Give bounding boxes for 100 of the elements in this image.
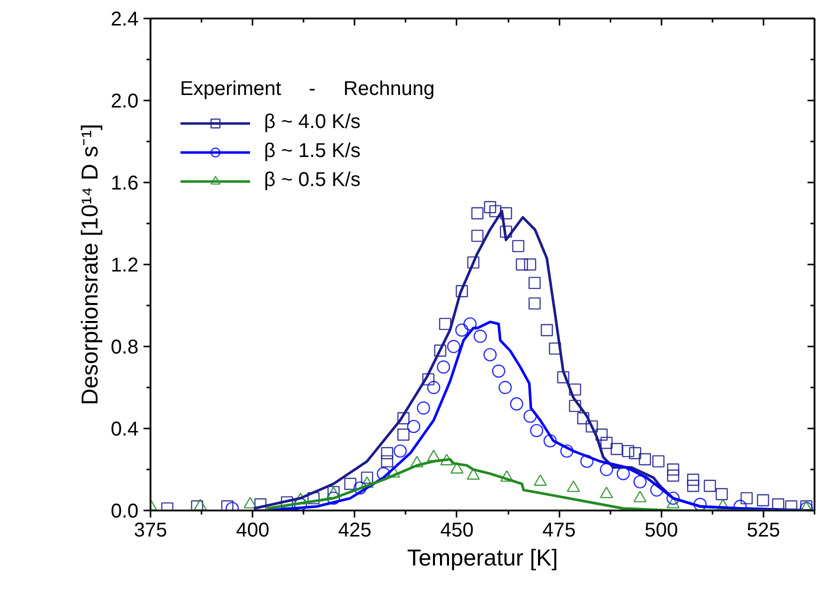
point (540, 324, 553, 336)
point (560, 444, 574, 458)
point (557, 371, 570, 384)
point (568, 383, 582, 396)
point (498, 380, 512, 394)
point (474, 330, 487, 343)
point (704, 480, 716, 492)
point (416, 401, 430, 415)
x-axis-title: Temperatur [K] (407, 544, 558, 570)
point (471, 230, 484, 242)
point (716, 498, 730, 510)
point (434, 344, 446, 357)
y-tick-label: 1.6 (110, 172, 139, 194)
y-tick-label: 0.4 (110, 418, 139, 440)
point (483, 348, 497, 362)
point (500, 207, 512, 220)
y-axis-title: Desorptionsrate [10¹⁴ D s⁻¹] (76, 124, 103, 406)
point (633, 475, 647, 488)
point (427, 450, 440, 462)
point (489, 205, 502, 218)
point (534, 474, 547, 486)
point (194, 498, 207, 510)
y-tick-label: 0.8 (110, 336, 139, 358)
legend-label: β ~ 0.5 K/s (264, 169, 361, 192)
point (380, 447, 394, 460)
point (633, 490, 647, 502)
y-tick-label: 2.0 (110, 90, 139, 112)
point (280, 496, 294, 508)
point (436, 360, 450, 374)
point (687, 480, 700, 492)
point (254, 498, 267, 510)
x-tick-label: 425 (338, 520, 372, 542)
point (447, 340, 460, 354)
point (693, 498, 707, 510)
point (422, 373, 434, 386)
legend-label: β ~ 4.0 K/s (264, 111, 361, 134)
point (360, 476, 374, 488)
point (740, 492, 753, 504)
point (667, 463, 680, 476)
point (568, 400, 582, 412)
point (510, 397, 524, 410)
point (667, 470, 680, 482)
point (577, 412, 590, 424)
point (354, 481, 367, 495)
point (616, 467, 630, 480)
point (221, 500, 234, 510)
point (687, 474, 700, 486)
point (638, 453, 652, 466)
point (586, 420, 598, 433)
point (456, 285, 468, 298)
point (471, 207, 484, 220)
y-tick-label: 0.0 (110, 500, 139, 522)
point (190, 500, 204, 510)
point (463, 317, 477, 331)
legend-title: Experiment - Rechnung (180, 78, 435, 101)
legend-label: β ~ 1.5 K/s (264, 140, 361, 163)
point (427, 380, 440, 394)
point (566, 480, 580, 492)
point (244, 496, 257, 508)
point (716, 488, 728, 500)
point (528, 276, 541, 290)
point (580, 454, 594, 468)
point (326, 492, 340, 505)
point (397, 428, 410, 441)
point (666, 492, 680, 505)
point (440, 454, 454, 466)
y-tick-label: 1.2 (110, 254, 139, 276)
point (380, 455, 394, 468)
point (500, 226, 512, 238)
point (600, 436, 613, 449)
point (512, 240, 524, 252)
point (410, 456, 424, 468)
point (544, 434, 557, 448)
point (484, 201, 496, 214)
point (524, 410, 537, 423)
point (629, 447, 642, 460)
y-tick-label: 2.4 (110, 8, 139, 30)
point (407, 420, 420, 434)
point (394, 444, 407, 458)
point (387, 466, 400, 478)
point (528, 297, 541, 310)
point (622, 444, 634, 458)
point (492, 364, 506, 378)
x-tick-label: 500 (644, 520, 678, 542)
point (600, 462, 614, 476)
x-tick-label: 400 (236, 520, 270, 542)
point (600, 486, 614, 498)
point (455, 324, 468, 337)
x-tick-label: 375 (134, 520, 168, 542)
x-tick-label: 475 (542, 520, 576, 542)
point (466, 468, 480, 480)
point (652, 455, 665, 468)
point (500, 470, 514, 482)
point (516, 258, 528, 271)
point (439, 318, 452, 330)
point (756, 494, 770, 506)
point (524, 258, 536, 271)
x-tick-label: 450 (440, 520, 474, 542)
point (344, 478, 356, 490)
point (530, 424, 544, 438)
